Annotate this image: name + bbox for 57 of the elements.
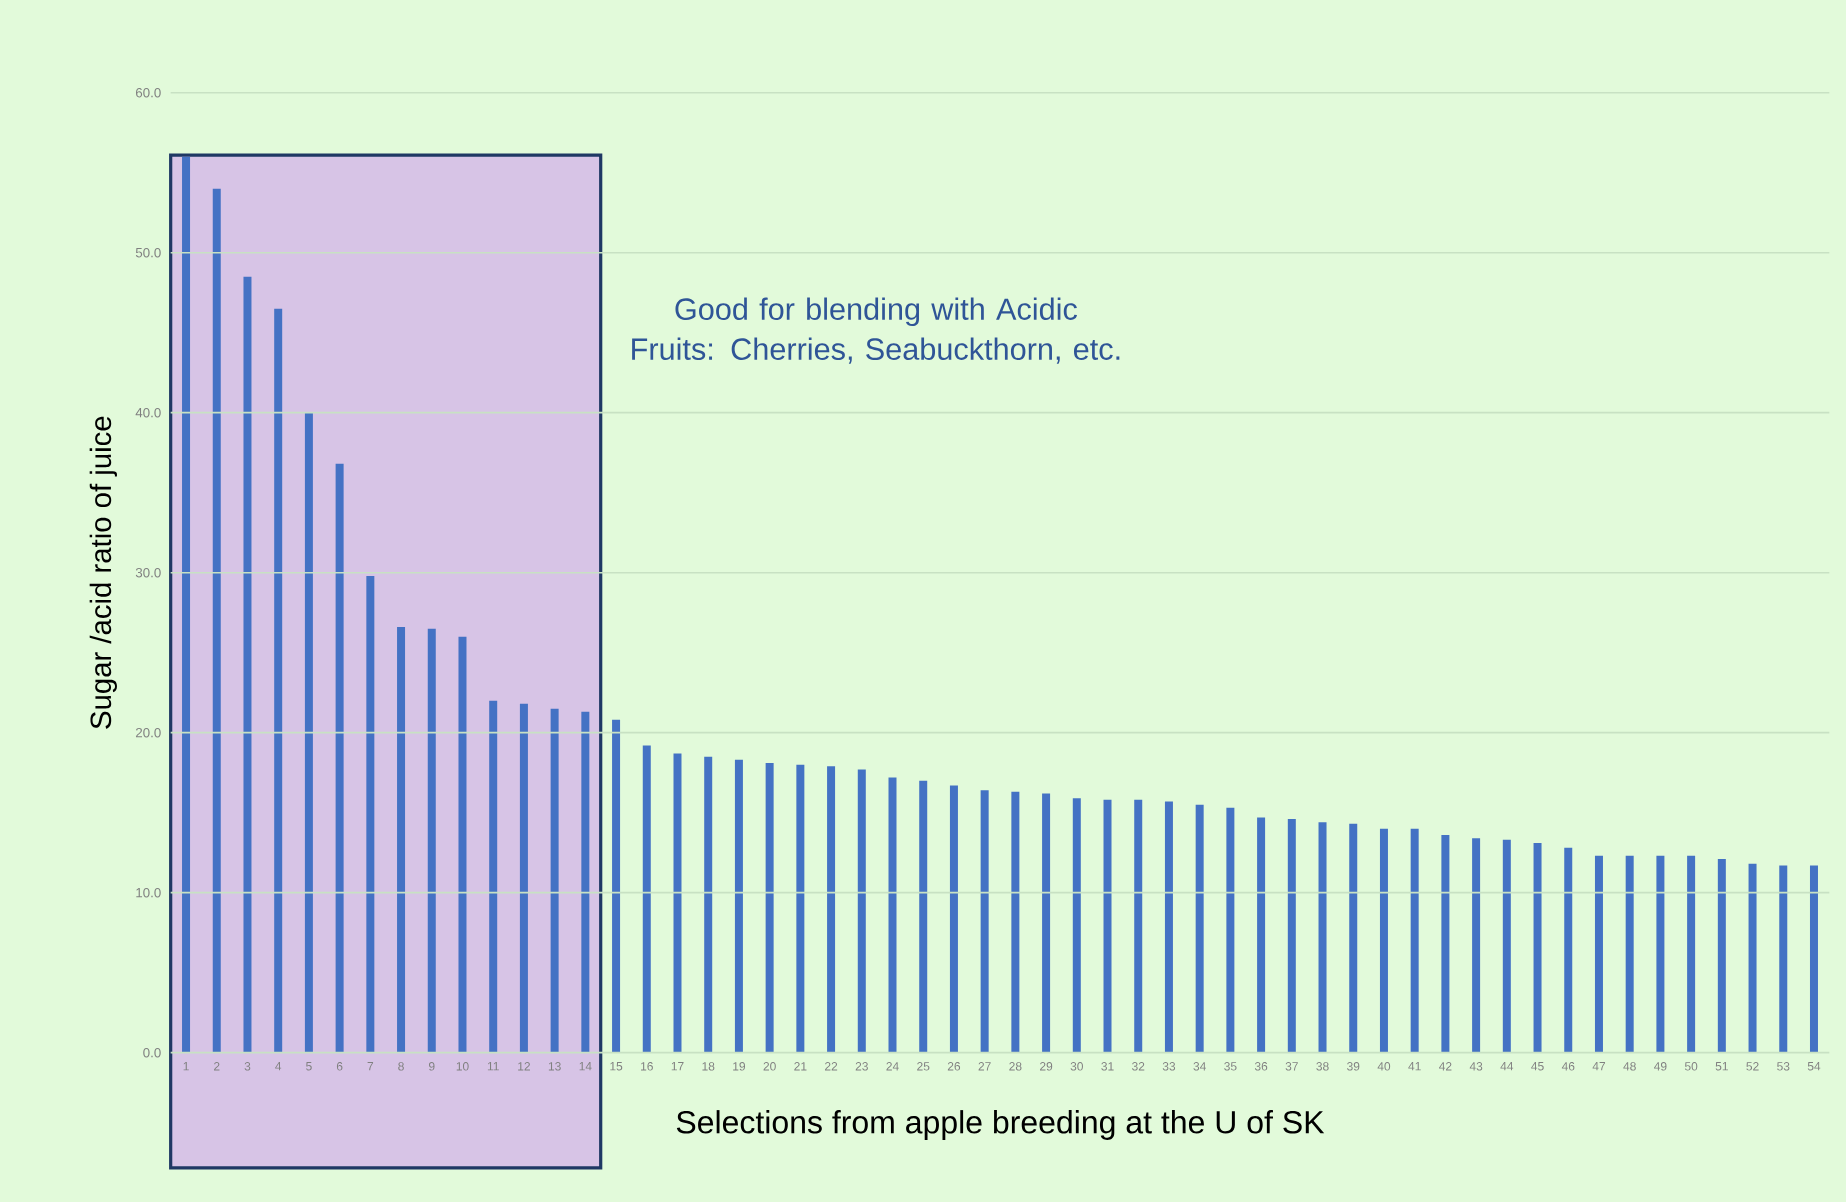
bar [1318,822,1327,1053]
bar [1257,817,1266,1053]
bar [304,412,313,1053]
bar [1042,793,1051,1053]
bar [1717,859,1726,1053]
bar [212,188,221,1053]
bar [827,766,836,1053]
bar [642,745,651,1053]
bar [1164,801,1173,1053]
bar [519,703,528,1053]
bar [1625,855,1634,1053]
bar [243,276,252,1053]
bar [765,763,774,1053]
bar [1748,863,1757,1053]
bar [1594,855,1603,1053]
bar [734,759,743,1053]
bar [1134,799,1143,1053]
bar [335,463,344,1053]
bar [366,575,375,1053]
bar [796,764,805,1053]
bar [1656,855,1665,1053]
bar [1226,807,1235,1053]
bar [980,790,989,1053]
bar [274,308,283,1053]
bar [1011,791,1020,1053]
bar [1809,865,1818,1053]
bar [581,711,590,1053]
bar [550,708,559,1053]
bar [1472,838,1481,1053]
x-axis-title: Selections from apple breeding at the U of SK [676,1110,1325,1140]
bar [1564,847,1573,1053]
bar [1379,828,1388,1053]
bar [1502,839,1511,1053]
bar [397,627,406,1053]
bar [1287,819,1296,1053]
bar [1103,799,1112,1053]
y-axis-title: Sugar /acid ratio of juice [89,416,117,729]
bar [1195,804,1204,1053]
bar [704,756,713,1053]
bar [919,780,928,1053]
bar [427,628,436,1053]
bar [673,753,682,1053]
bar [612,719,621,1053]
bar [1072,798,1081,1053]
bar [1441,835,1450,1053]
bar [1533,843,1542,1053]
band-label: Good for blending with Acidic Fruits: Cherries, Seabuckthorn, etc. [632,297,1120,364]
bar [1779,865,1788,1053]
bar [182,156,191,1053]
bar [857,769,866,1053]
bar [1410,828,1419,1053]
bar [489,700,498,1053]
bar [949,785,958,1053]
bar [1349,823,1358,1053]
bar [888,777,897,1053]
bar [458,636,467,1053]
bar [1687,855,1696,1053]
